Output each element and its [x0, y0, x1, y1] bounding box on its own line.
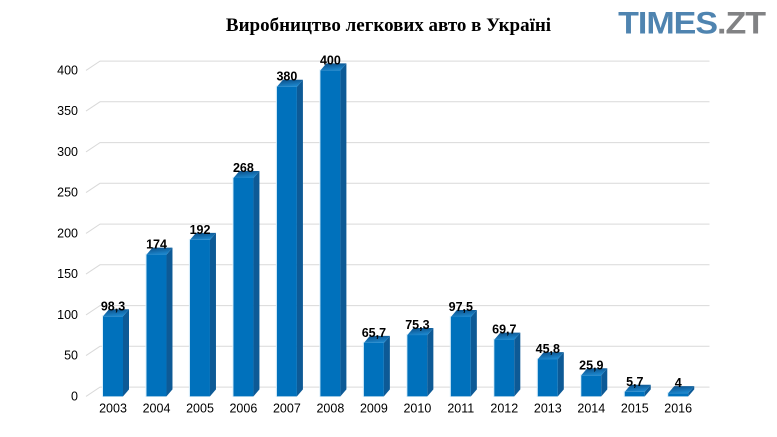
svg-text:97,5: 97,5: [449, 300, 473, 314]
svg-text:174: 174: [146, 238, 167, 252]
svg-text:300: 300: [57, 145, 78, 159]
svg-text:400: 400: [57, 63, 78, 77]
svg-text:350: 350: [57, 104, 78, 118]
svg-text:2013: 2013: [534, 401, 562, 415]
svg-text:2005: 2005: [186, 401, 214, 415]
svg-text:65,7: 65,7: [362, 326, 386, 340]
svg-text:5,7: 5,7: [626, 375, 643, 389]
svg-text:75,3: 75,3: [405, 318, 429, 332]
svg-text:380: 380: [276, 70, 297, 84]
svg-text:2007: 2007: [273, 401, 301, 415]
svg-text:45,8: 45,8: [536, 342, 560, 356]
svg-text:2010: 2010: [403, 401, 431, 415]
svg-text:69,7: 69,7: [492, 323, 516, 337]
svg-text:0: 0: [71, 389, 78, 403]
svg-text:2014: 2014: [577, 401, 605, 415]
svg-text:100: 100: [57, 308, 78, 322]
svg-text:2004: 2004: [143, 401, 171, 415]
svg-text:2008: 2008: [316, 401, 344, 415]
svg-text:268: 268: [233, 161, 254, 175]
svg-text:2006: 2006: [229, 401, 257, 415]
svg-text:2003: 2003: [99, 401, 127, 415]
svg-text:4: 4: [675, 376, 682, 390]
svg-text:2011: 2011: [447, 401, 474, 415]
svg-text:2012: 2012: [490, 401, 518, 415]
svg-text:50: 50: [64, 349, 78, 363]
svg-text:98,3: 98,3: [101, 299, 125, 313]
svg-text:25,9: 25,9: [579, 358, 603, 372]
svg-text:2015: 2015: [621, 401, 649, 415]
svg-text:250: 250: [57, 186, 78, 200]
svg-text:2016: 2016: [664, 401, 692, 415]
svg-text:150: 150: [57, 267, 78, 281]
svg-text:192: 192: [190, 223, 211, 237]
svg-text:2009: 2009: [360, 401, 388, 415]
svg-text:200: 200: [57, 226, 78, 240]
svg-text:400: 400: [320, 53, 341, 67]
